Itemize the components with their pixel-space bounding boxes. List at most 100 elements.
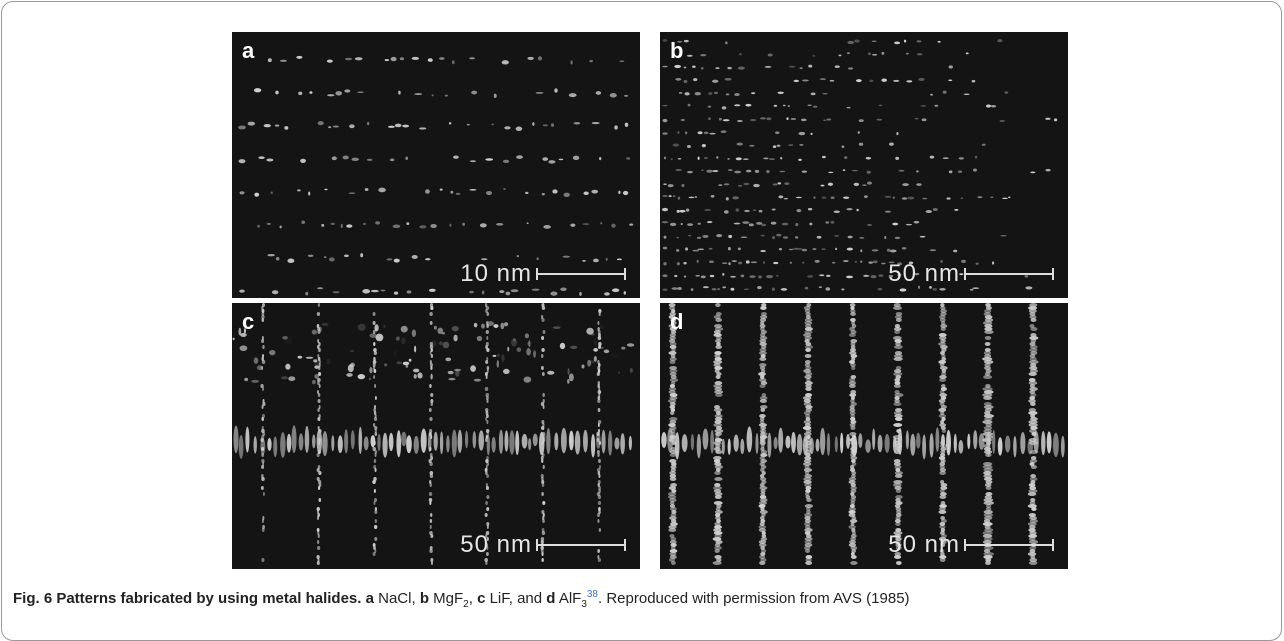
speck [502,60,509,64]
speck [341,224,343,228]
speck [541,318,544,322]
speck [734,104,740,106]
speck [755,170,760,173]
speck [317,546,320,550]
speck [624,95,628,97]
speck [663,274,668,277]
speck [783,236,788,238]
speck [541,336,544,340]
speck [990,196,993,197]
speck [417,372,422,378]
speck [663,247,667,250]
speck [715,303,720,307]
body: a10 nmb50 nmc50 nmd50 nm Fig. 6 Patterns… [0,0,1284,624]
speck [902,183,909,186]
speck [401,326,408,333]
speck [318,121,324,125]
speck [998,437,1003,455]
caption: Fig. 6 Patterns fabricated by using meta… [13,589,910,610]
speck [819,274,824,276]
speck [760,384,766,388]
speck [497,360,499,368]
speck [667,427,673,452]
speck [591,434,595,458]
speck [778,195,783,198]
speck [670,477,677,481]
speck [599,312,601,316]
speck [949,65,953,68]
speck [959,157,964,159]
speck [471,91,477,95]
speck [598,474,600,478]
speck [749,145,754,147]
speck [777,182,781,184]
speck [739,53,742,55]
speck [779,248,782,250]
speck [611,224,615,228]
item-subscript: 3 [581,599,587,610]
speck [542,193,545,195]
speck [533,350,536,357]
speck [715,495,722,499]
speck [597,453,599,457]
speck [430,374,432,380]
speck [701,169,704,170]
speck [830,80,835,82]
speck [675,169,682,171]
speck [550,291,557,295]
speck [594,356,597,362]
speck [333,291,340,293]
speck [771,222,777,225]
speck [430,534,433,538]
speck [898,170,904,172]
speck [239,191,244,194]
speck [486,507,489,511]
reference[interactable]: 38 [587,589,598,600]
panel-label: a [242,38,254,64]
speck [501,354,504,362]
speck [738,67,745,70]
speck [774,437,778,449]
speck [916,183,922,186]
speck [668,528,676,532]
speck [895,474,903,478]
speck [284,337,292,345]
speck [486,399,488,403]
speck [391,57,397,61]
speck [835,436,838,452]
speck [429,501,431,505]
speck [668,184,674,187]
speck [774,105,777,107]
speck [375,453,377,457]
speck [702,144,706,147]
speck [716,156,718,159]
speck [349,192,356,194]
speck [430,474,433,478]
speck [799,132,806,135]
speck [600,222,602,224]
scale-bar: 50 nm [888,260,1054,288]
speck [801,119,807,121]
speck [730,276,736,278]
speck [430,393,433,397]
speck [711,195,715,198]
speck [826,119,831,121]
speck [893,437,897,453]
speck [794,80,799,82]
speck [695,92,701,95]
speck [527,57,533,60]
speck [1061,436,1065,458]
speck [497,353,499,357]
speck [727,67,731,69]
speck [373,321,376,325]
speck [975,156,978,159]
speck [317,408,319,412]
speck [1000,120,1005,122]
speck [406,365,409,368]
speck [504,126,510,129]
speck [715,345,722,349]
speck [692,250,699,252]
speck [456,193,461,195]
speck [737,143,743,146]
speck [383,325,386,328]
